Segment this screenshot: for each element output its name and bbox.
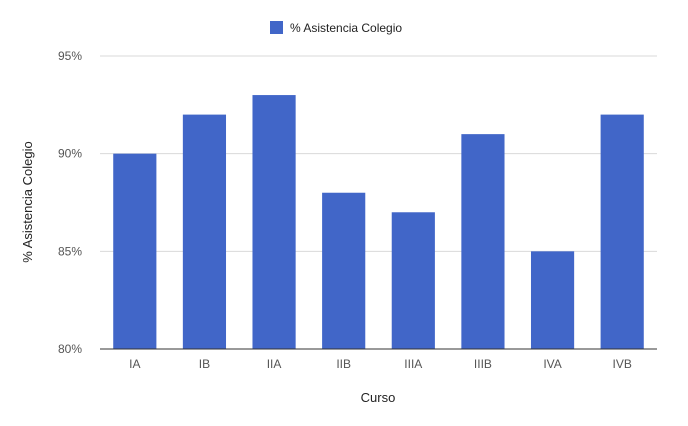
x-tick-label: IIIB <box>474 357 492 371</box>
bar-ib <box>182 114 227 349</box>
x-tick-label: IVA <box>543 357 561 371</box>
bar-ivb <box>600 114 644 349</box>
bar-iia <box>252 95 296 349</box>
x-tick-label: IIIA <box>404 357 422 371</box>
x-tick-label: IA <box>129 357 140 371</box>
x-tick-label: IVB <box>613 357 632 371</box>
x-tick-label: IB <box>199 357 210 371</box>
x-axis-title: Curso <box>361 390 396 405</box>
bar-iiib <box>461 134 505 349</box>
bar-ia <box>113 153 157 349</box>
bar-iib <box>322 192 366 349</box>
x-tick-label: IIB <box>336 357 351 371</box>
y-tick-label: 90% <box>58 147 82 161</box>
legend: % Asistencia Colegio <box>270 21 402 35</box>
bar-iva <box>530 251 575 349</box>
y-axis-ticks: 80% 85% 90% 95% <box>58 49 82 356</box>
bar-iiia <box>391 212 435 349</box>
bars <box>113 95 644 349</box>
legend-swatch <box>270 21 283 34</box>
y-tick-label: 95% <box>58 49 82 63</box>
legend-label: % Asistencia Colegio <box>290 21 402 35</box>
y-tick-label: 85% <box>58 244 82 258</box>
x-tick-label: IIA <box>267 357 282 371</box>
x-axis-ticks: IA IB IIA IIB IIIA IIIB IVA IVB <box>129 357 632 371</box>
y-tick-label: 80% <box>58 342 82 356</box>
y-axis-title: % Asistencia Colegio <box>20 141 35 262</box>
